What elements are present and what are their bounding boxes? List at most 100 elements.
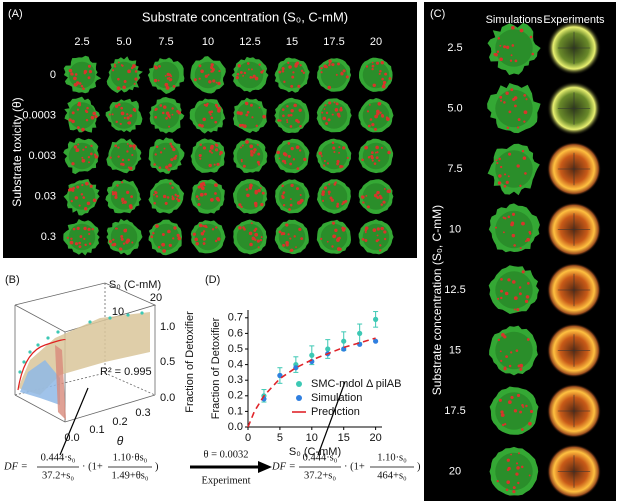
colony-dot [127, 121, 132, 125]
colony-dot [337, 62, 341, 66]
column-label: 17.5 [323, 36, 344, 48]
colony-dot [120, 237, 124, 241]
colony-dot [500, 413, 505, 417]
colony-sim [148, 219, 182, 256]
colony-dot [521, 149, 525, 153]
colony-dot [80, 84, 84, 88]
colony-dot [153, 163, 156, 166]
colony-dot [210, 110, 214, 114]
colony-dot [325, 122, 328, 126]
colony-dot [259, 238, 263, 242]
colony-dot [497, 338, 501, 342]
colony-dot [287, 61, 290, 65]
colony-sim [317, 58, 352, 92]
y-label: Substrate toxicity (θ) [10, 97, 24, 206]
colony-dot [199, 182, 204, 187]
y-tick-label: 0.3 [228, 374, 243, 386]
colony-dot [336, 162, 339, 166]
colony-dot [246, 193, 250, 198]
colony-dot [208, 80, 212, 84]
colony-dot [169, 142, 172, 146]
colony-dot [518, 286, 522, 289]
colony-dot [345, 75, 349, 79]
colony-dot [524, 299, 529, 304]
colony-dot [515, 472, 519, 476]
colony-dot [326, 240, 329, 243]
colony-dot [122, 242, 126, 245]
equation: ) [155, 461, 159, 472]
colony-dot [163, 105, 167, 109]
row-label: 0.0003 [22, 109, 56, 121]
colony-dot [177, 236, 182, 241]
colony-dot [254, 232, 259, 237]
colony-dot [83, 69, 88, 74]
colony-dot [326, 162, 330, 165]
colony-dot [113, 65, 117, 68]
colony-dot [158, 65, 161, 68]
colony-dot [510, 54, 513, 57]
colony-dot [203, 184, 206, 187]
colony-core [110, 183, 138, 210]
colony-dot [133, 82, 136, 85]
colony-sim [487, 143, 540, 196]
colony-dot [161, 233, 165, 237]
colony-dot [328, 59, 332, 63]
tick-label: 10 [112, 306, 124, 318]
colony-dot [203, 237, 206, 241]
colony-dot [90, 115, 95, 120]
colony-dot [321, 199, 325, 202]
y-tick-label: 0.7 [228, 312, 243, 324]
colony-dot [123, 80, 127, 83]
colony-core [236, 102, 264, 129]
colony-dot [172, 84, 176, 88]
colony-dot [303, 157, 307, 162]
colony-dot [120, 235, 124, 238]
colony-dot [236, 72, 240, 76]
colony-sim [231, 56, 269, 93]
colony-dot [200, 232, 205, 236]
colony-dot [344, 199, 348, 203]
colony-dot [513, 96, 518, 100]
colony-dot [373, 162, 377, 165]
colony-dot [70, 72, 74, 76]
colony-dot [200, 124, 204, 128]
colony-sim [190, 220, 226, 254]
equation: · (1+ [344, 461, 365, 472]
colony-dot [320, 71, 323, 74]
colony-dot [387, 189, 392, 194]
colony-core [495, 331, 533, 370]
equation: 37.2+s₀ [42, 470, 74, 481]
colony-dot [239, 71, 243, 74]
colony-dot [375, 239, 379, 243]
colony-dot [521, 270, 525, 274]
colony-dot [211, 151, 214, 154]
colony-dot [242, 164, 246, 168]
colony-dot [507, 175, 510, 178]
colony-dot [522, 156, 527, 160]
colony-dot [511, 233, 516, 238]
colony-dot [380, 203, 384, 206]
colony-dot [214, 239, 218, 243]
colony-sim [148, 178, 185, 214]
point [357, 341, 363, 347]
colony-dot [249, 242, 253, 247]
panel-label: (C) [430, 8, 445, 20]
colony-dot [74, 242, 79, 246]
colony-dot [498, 174, 502, 178]
colony-dot [525, 295, 530, 299]
colony-dot [249, 144, 254, 149]
row-label: 10 [449, 223, 461, 235]
colony-dot [320, 155, 323, 157]
colony-sim [105, 179, 142, 214]
colony-dot [336, 238, 339, 241]
column-header: Experiments [543, 14, 605, 26]
colony-dot [383, 237, 387, 241]
colony-dot [519, 367, 523, 371]
colony-dot [502, 231, 505, 234]
colony-dot [155, 224, 159, 228]
colony-dot [524, 172, 527, 175]
colony-dot [114, 195, 118, 199]
colony-dot [81, 158, 86, 163]
colony-dot [299, 64, 302, 67]
colony-dot [253, 148, 257, 152]
